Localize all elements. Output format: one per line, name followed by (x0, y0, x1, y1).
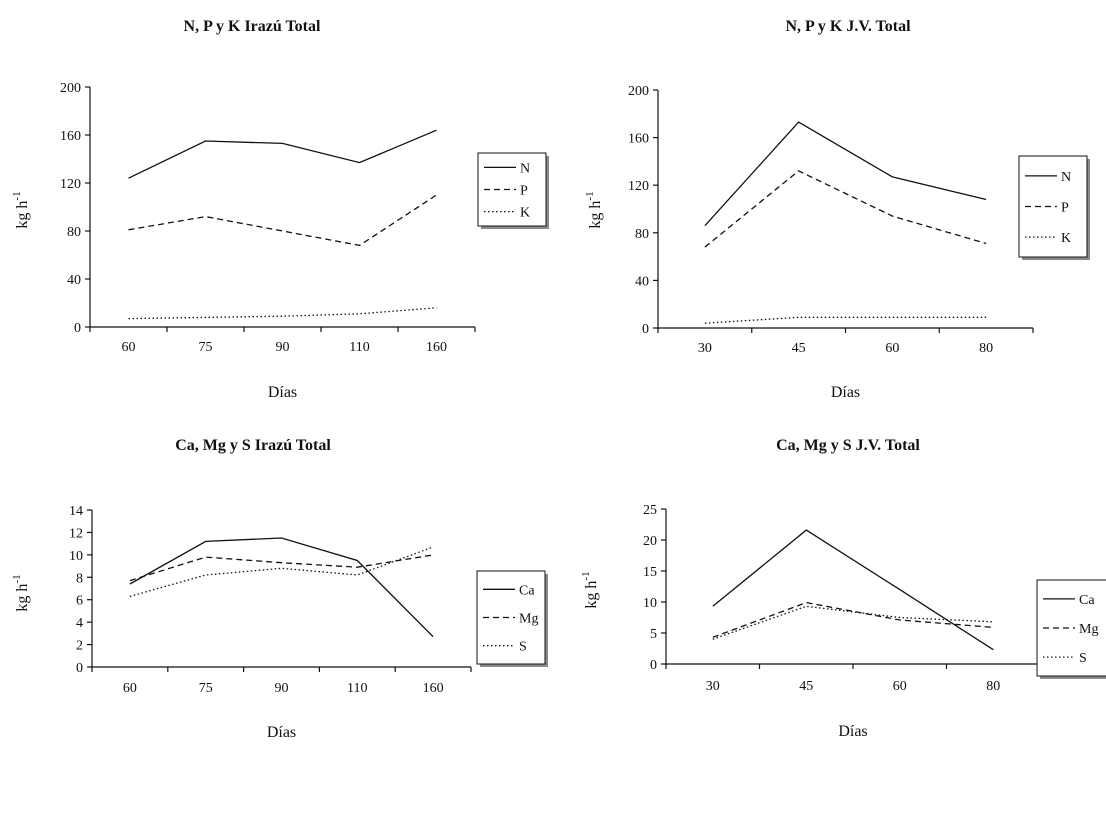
y-tick-label: 200 (60, 81, 81, 96)
x-tick-label: 160 (426, 340, 447, 355)
legend: Ca Mg S (476, 570, 548, 667)
series-line-k (128, 307, 437, 320)
chart-title: N, P y K Irazú Total (184, 18, 321, 35)
y-tick-label: 8 (76, 571, 83, 586)
y-tick-label: 40 (635, 274, 649, 289)
y-tick-label: 160 (60, 129, 81, 144)
legend: N PK (1018, 155, 1090, 260)
x-tick-label: 45 (792, 341, 806, 356)
y-tick-label: 40 (67, 273, 81, 288)
y-tick-label: 15 (643, 565, 657, 580)
y-tick-label: 80 (67, 225, 81, 240)
y-axis-label-exponent: -1 (580, 571, 592, 580)
legend-label: K (1061, 231, 1071, 246)
y-tick-label: 0 (642, 322, 649, 337)
y-tick-label: 200 (628, 84, 649, 99)
series-line-p (704, 170, 987, 248)
y-tick-label: 0 (76, 661, 83, 676)
x-tick-label: 75 (199, 681, 213, 696)
y-tick-label: 0 (650, 658, 657, 673)
y-tick-label: 80 (635, 227, 649, 242)
legend: NPK (477, 152, 549, 229)
y-axis-label: kg h-1 (580, 571, 600, 608)
y-tick-label: 0 (74, 321, 81, 336)
series-line-mg (712, 601, 994, 638)
legend-label: N (520, 161, 530, 176)
chart-2: N, P y K J.V. Total 0 40 80 120 160 200 30 45 60 8… (584, 18, 1090, 401)
y-tick-label: 160 (628, 132, 649, 147)
y-axis-label-exponent: -1 (11, 191, 23, 200)
y-tick-label: 12 (69, 526, 83, 541)
series-line-n (704, 121, 987, 227)
legend-label: Ca (519, 583, 535, 598)
legend-label: P (1061, 201, 1069, 216)
series-line-k (704, 316, 987, 324)
x-tick-label: 30 (698, 341, 712, 356)
chart-4: Ca, Mg y S J.V. Total 0 5 10 15 20 25 30 45 60 80 D… (580, 437, 1106, 740)
legend-label: Mg (1079, 622, 1098, 637)
y-tick-label: 120 (628, 179, 649, 194)
x-tick-label: 60 (123, 681, 137, 696)
x-tick-label: 90 (275, 681, 289, 696)
x-tick-label: 110 (347, 681, 367, 696)
series-line-s (129, 546, 434, 598)
y-tick-label: 5 (650, 627, 657, 642)
legend-label: Mg (519, 612, 538, 627)
series-line-s (712, 605, 994, 640)
x-axis-label: Días (838, 723, 867, 740)
series-line-p (128, 194, 437, 247)
series-line-ca (712, 529, 994, 651)
chart-1: N, P y K Irazú Total 0 40 80 120 160 200 60 75 90… (11, 18, 549, 401)
chart-title: N, P y K J.V. Total (785, 18, 911, 35)
y-axis-label: kg h-1 (11, 574, 31, 611)
y-tick-label: 4 (76, 616, 83, 631)
x-tick-label: 75 (199, 340, 213, 355)
x-axis-label: Días (267, 724, 296, 741)
x-tick-label: 60 (122, 340, 136, 355)
series-line-ca (129, 537, 434, 638)
y-tick-label: 10 (69, 549, 83, 564)
y-axis-label: kg h-1 (11, 191, 31, 228)
x-tick-label: 60 (893, 679, 907, 694)
x-tick-label: 80 (979, 341, 993, 356)
x-tick-label: 110 (349, 340, 369, 355)
x-tick-label: 60 (885, 341, 899, 356)
y-tick-label: 25 (643, 503, 657, 518)
legend-label: P (520, 184, 528, 199)
legend-label: S (1079, 651, 1087, 666)
y-axis-label-exponent: -1 (11, 574, 23, 583)
y-axis-label: kg h-1 (584, 191, 604, 228)
y-tick-label: 120 (60, 177, 81, 192)
y-tick-label: 2 (76, 639, 83, 654)
x-tick-label: 45 (799, 679, 813, 694)
legend-label: S (519, 640, 527, 655)
x-tick-label: 80 (986, 679, 1000, 694)
legend: Ca Mg S (1036, 579, 1106, 679)
x-axis-label: Días (268, 384, 297, 401)
series-line-n (128, 129, 437, 179)
x-tick-label: 160 (423, 681, 444, 696)
legend-label: K (520, 206, 530, 221)
x-tick-label: 30 (706, 679, 720, 694)
legend-label: N (1061, 170, 1071, 185)
y-axis-label-exponent: -1 (584, 191, 596, 200)
chart-title: Ca, Mg y S J.V. Total (776, 437, 920, 454)
y-tick-label: 20 (643, 534, 657, 549)
y-tick-label: 14 (69, 504, 83, 519)
chart-3: Ca, Mg y S Irazú Total 0 2 4 6 8 10 12 14 60 75 90 1… (11, 437, 548, 741)
series-line-mg (129, 554, 434, 582)
x-tick-label: 90 (276, 340, 290, 355)
x-axis-label: Días (831, 384, 860, 401)
chart-title: Ca, Mg y S Irazú Total (175, 437, 331, 454)
y-tick-label: 6 (76, 594, 83, 609)
legend-label: Ca (1079, 593, 1095, 608)
y-tick-label: 10 (643, 596, 657, 611)
